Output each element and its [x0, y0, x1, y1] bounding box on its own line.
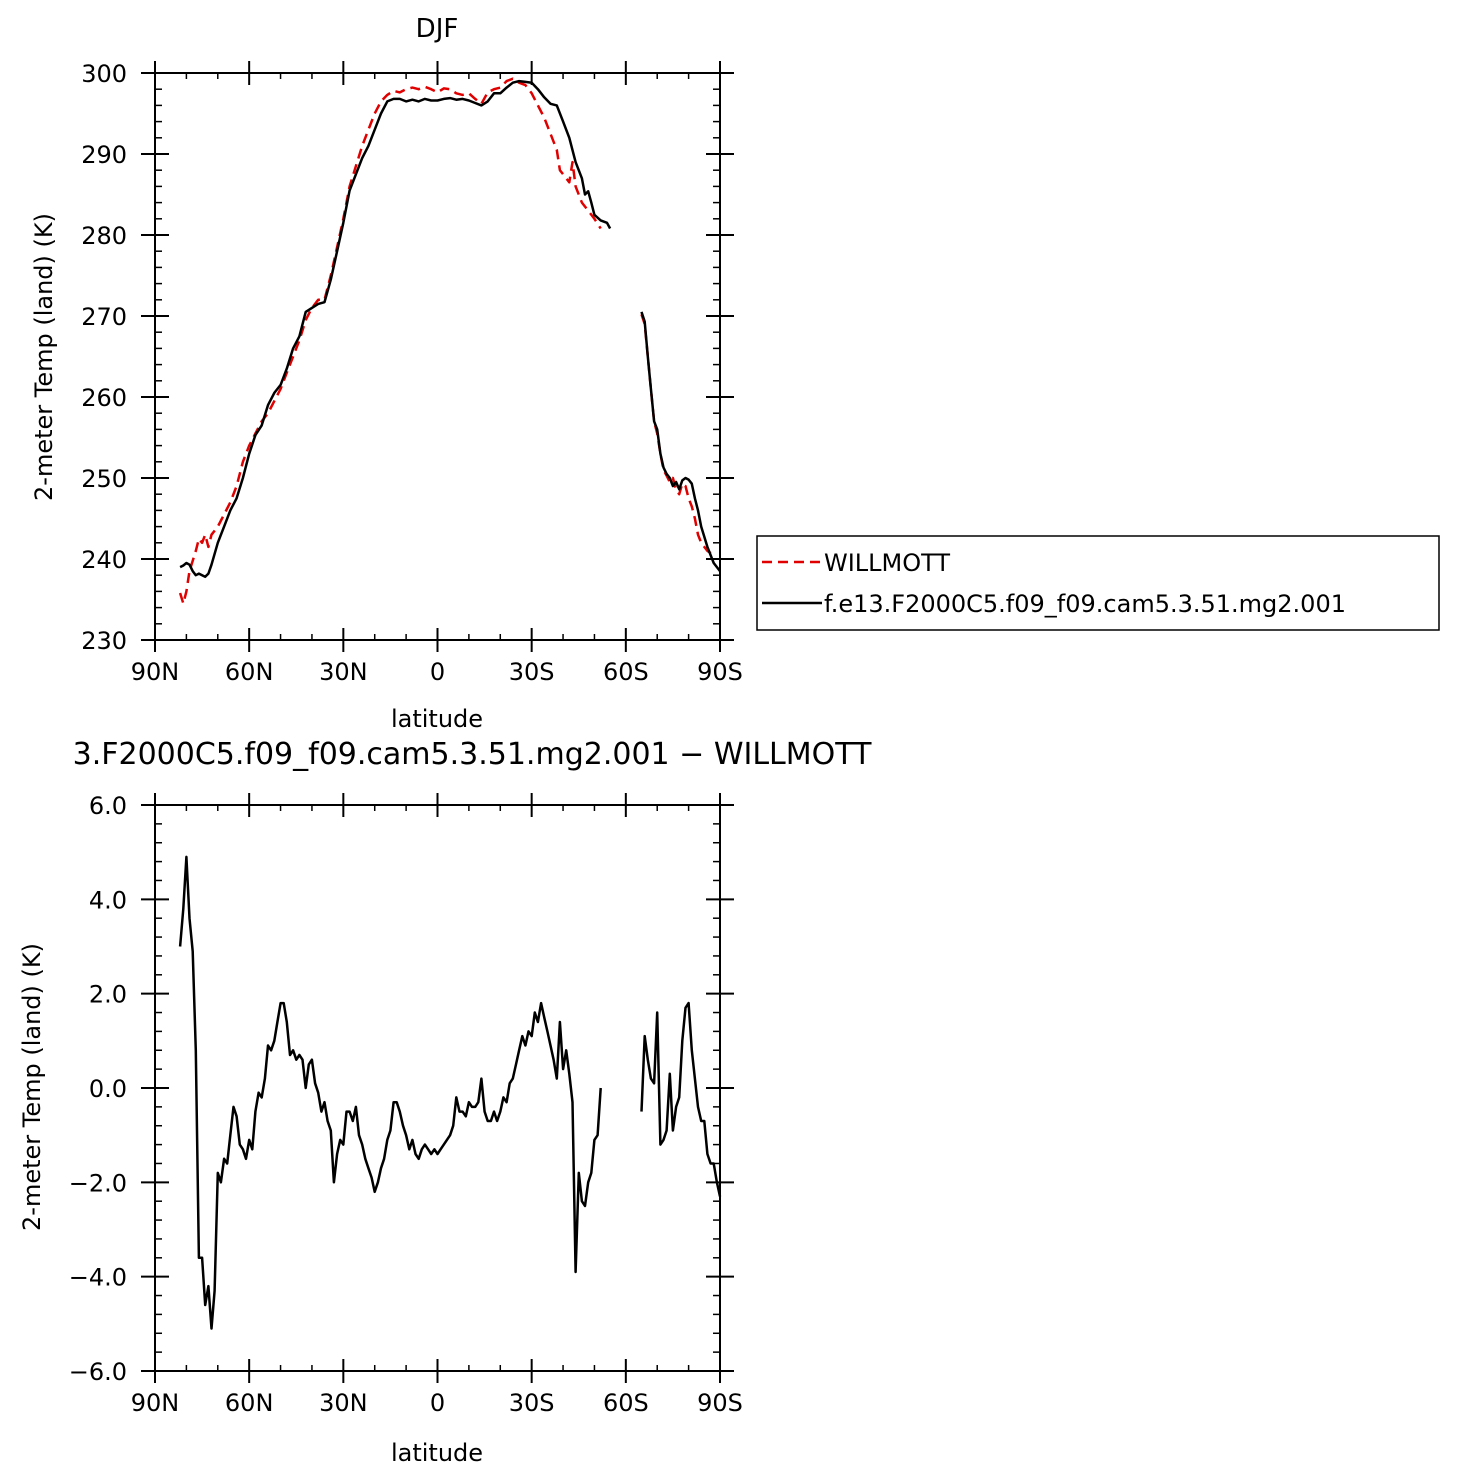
bottom-plot-axes: 90N 60N 30N 0 30S 60S 90S −6.0 −4.0 −2.0 0.0 2.0 4.0… [69, 792, 743, 1417]
top-panel: DJF 90N 60N 30N 0 30S 60S 90S 230 240 250 260 270 28… [30, 14, 743, 733]
bottom-plot-lines [178, 855, 722, 1330]
bottom-y-axis-label: 2-meter Temp (land) (K) [18, 943, 46, 1231]
x-tick-label: 60S [603, 658, 649, 686]
top-plot-axes: 90N 60N 30N 0 30S 60S 90S 230 240 250 260 270 280 290… [81, 60, 743, 686]
x-tick-label: 90N [131, 1389, 180, 1417]
y-tick-label: 280 [81, 222, 127, 250]
legend: WILLMOTT f.e13.F2000C5.f09_f09.cam5.3.51… [756, 535, 1440, 631]
x-tick-label: 60N [225, 1389, 274, 1417]
y-tick-label: 300 [81, 60, 127, 88]
top-chart-title: DJF [416, 14, 459, 44]
bottom-chart-title: 3.F2000C5.f09_f09.cam5.3.51.mg2.001 − WI… [73, 737, 872, 772]
y-tick-label: 240 [81, 546, 127, 574]
y-tick-label: 270 [81, 303, 127, 331]
y-tick-label: 4.0 [89, 886, 127, 914]
x-tick-label: 0 [430, 1389, 445, 1417]
bottom-panel: 3.F2000C5.f09_f09.cam5.3.51.mg2.001 − WI… [18, 737, 872, 1467]
y-tick-label: 0.0 [89, 1075, 127, 1103]
y-tick-label: −6.0 [69, 1358, 127, 1386]
y-tick-label: 260 [81, 384, 127, 412]
top-y-axis-label: 2-meter Temp (land) (K) [30, 213, 58, 501]
bottom-x-axis-label: latitude [391, 1439, 483, 1467]
legend-label-model: f.e13.F2000C5.f09_f09.cam5.3.51.mg2.001 [824, 590, 1346, 618]
x-tick-label: 0 [430, 658, 445, 686]
series-0-segment-0 [178, 855, 602, 1330]
y-tick-label: 6.0 [89, 792, 127, 820]
x-tick-label: 30N [319, 1389, 368, 1417]
x-tick-label: 30S [509, 1389, 555, 1417]
plot-frame [154, 72, 721, 641]
y-tick-label: 230 [81, 627, 127, 655]
y-tick-label: 250 [81, 465, 127, 493]
x-tick-label: 60S [603, 1389, 649, 1417]
top-x-axis-label: latitude [391, 705, 483, 733]
legend-label-willmott: WILLMOTT [824, 549, 950, 577]
series-0-segment-0 [178, 77, 602, 605]
y-tick-label: −4.0 [69, 1264, 127, 1292]
x-tick-label: 90N [131, 658, 180, 686]
plot-frame [154, 804, 721, 1372]
series-0-segment-1 [640, 314, 715, 557]
x-tick-label: 90S [697, 1389, 743, 1417]
x-tick-label: 90S [697, 658, 743, 686]
x-tick-label: 30S [509, 658, 555, 686]
top-plot-lines [178, 77, 721, 605]
x-tick-label: 60N [225, 658, 274, 686]
y-tick-label: −2.0 [69, 1169, 127, 1197]
x-tick-label: 30N [319, 658, 368, 686]
y-tick-label: 2.0 [89, 981, 127, 1009]
series-1-segment-0 [179, 79, 612, 579]
legend-box [756, 535, 1440, 631]
series-1-segment-1 [640, 311, 721, 572]
series-0-segment-1 [640, 1001, 722, 1197]
y-tick-label: 290 [81, 141, 127, 169]
